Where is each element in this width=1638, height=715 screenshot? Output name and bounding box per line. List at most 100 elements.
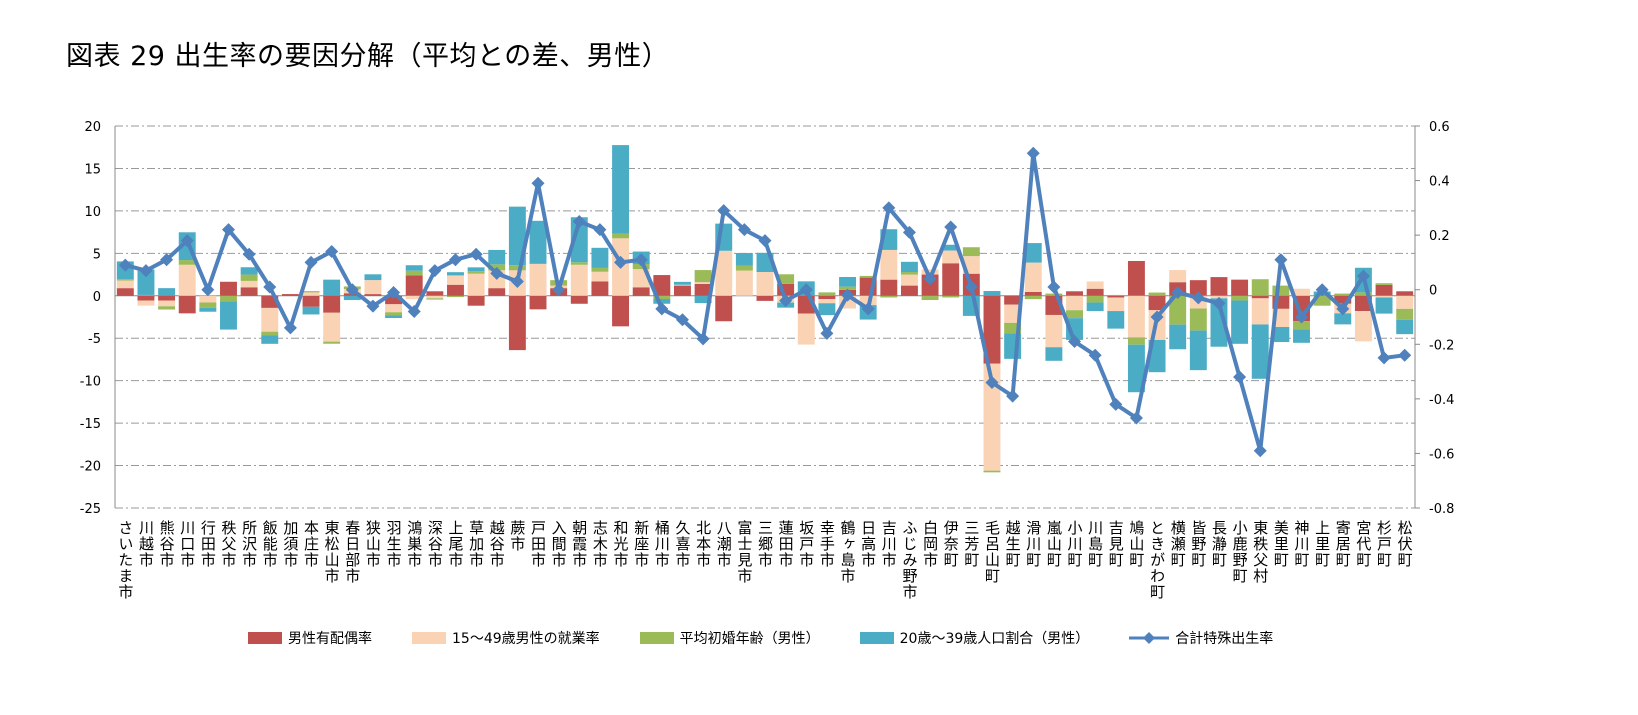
bar-segment xyxy=(1396,295,1414,309)
bar-segment xyxy=(1086,295,1104,303)
x-tick-label: 東秩父村 xyxy=(1251,520,1270,584)
bar-segment xyxy=(1189,308,1207,331)
bar-segment xyxy=(694,282,712,284)
x-tick-label: ときがわ町 xyxy=(1148,520,1167,600)
legend-swatch xyxy=(248,632,282,644)
bar-segment xyxy=(1251,279,1269,296)
fertility-rate-marker xyxy=(1088,348,1102,362)
x-tick-label: 入間市 xyxy=(549,520,568,568)
fertility-rate-marker xyxy=(923,272,937,286)
fertility-rate-marker xyxy=(1191,291,1205,305)
x-tick-label: 嵐山町 xyxy=(1044,520,1063,568)
y-tick-label-left: -20 xyxy=(80,460,101,475)
bar-segment xyxy=(983,295,1001,364)
bar-segment xyxy=(178,264,196,296)
bar-segment xyxy=(385,304,403,313)
bar-segment xyxy=(302,292,320,296)
bar-segment xyxy=(364,280,382,295)
bar-segment xyxy=(1375,284,1393,296)
fertility-rate-marker xyxy=(510,275,524,289)
bar-segment xyxy=(508,295,526,351)
x-tick-label: 小川町 xyxy=(1065,520,1084,568)
x-tick-label: 志木市 xyxy=(590,520,609,568)
fertility-rate-marker xyxy=(614,255,628,269)
bar-segment xyxy=(1086,302,1104,312)
bar-segment xyxy=(1354,311,1372,342)
fertility-rate-marker xyxy=(1377,351,1391,365)
bar-segment xyxy=(1189,330,1207,371)
fertility-rate-marker xyxy=(1398,348,1412,362)
bar-segment xyxy=(591,281,609,296)
bar-segment xyxy=(632,287,650,296)
bar-segment xyxy=(220,301,237,330)
bar-segment xyxy=(199,302,217,308)
x-tick-label: 東松山市 xyxy=(322,520,341,584)
fertility-rate-marker xyxy=(572,215,586,228)
x-tick-label: 朝霞市 xyxy=(570,520,589,568)
fertility-rate-marker xyxy=(634,253,648,267)
x-tick-label: 白岡市 xyxy=(921,520,940,568)
fertility-rate-marker xyxy=(1274,253,1288,267)
bar-segment xyxy=(880,295,898,298)
bar-segment xyxy=(880,249,898,280)
bar-segment xyxy=(385,315,403,319)
fertility-rate-marker xyxy=(304,255,318,269)
x-tick-label: 所沢市 xyxy=(240,520,259,568)
fertility-rate-marker xyxy=(1109,397,1123,411)
bar-segment xyxy=(1334,313,1352,325)
bar-segment xyxy=(1066,291,1083,296)
bar-segment xyxy=(1231,295,1249,301)
bar-segment xyxy=(220,295,237,302)
fertility-rate-marker xyxy=(944,220,958,234)
bar-segment xyxy=(1169,324,1187,350)
bar-segment xyxy=(1107,294,1125,296)
legend-swatch xyxy=(412,632,446,644)
bar-segment xyxy=(158,306,176,310)
bar-segment xyxy=(942,263,960,296)
bar-segment xyxy=(281,294,299,296)
y-tick-label-left: -5 xyxy=(88,332,101,347)
legend-label: 15～49歳男性の就業率 xyxy=(452,631,600,647)
bar-segment xyxy=(1313,295,1331,306)
x-tick-label: 秩父市 xyxy=(219,520,238,568)
bar-segment xyxy=(1293,288,1310,296)
bar-segment xyxy=(426,295,444,299)
x-tick-label: 春日部市 xyxy=(343,520,362,584)
bar-segment xyxy=(467,295,485,306)
bar-segment xyxy=(405,275,423,296)
bar-segment xyxy=(942,250,960,264)
bar-segment xyxy=(488,249,506,265)
bar-segment xyxy=(137,294,155,296)
bar-segment xyxy=(529,263,547,296)
fertility-rate-marker xyxy=(758,234,772,248)
bar-segment xyxy=(921,295,939,301)
bar-segment xyxy=(818,292,836,296)
fertility-rate-marker xyxy=(160,253,174,267)
x-tick-label: 川島町 xyxy=(1086,520,1105,568)
bar-segment xyxy=(364,274,382,281)
bar-segment xyxy=(1354,292,1372,296)
bar-segment xyxy=(1148,292,1166,296)
fertility-rate-marker xyxy=(1068,335,1082,349)
x-tick-label: 草加市 xyxy=(467,520,486,568)
legend-swatch xyxy=(639,632,674,644)
bar-segment xyxy=(261,331,279,336)
x-tick-label: 美里町 xyxy=(1271,520,1290,568)
y-tick-label-left: 5 xyxy=(93,247,101,262)
fertility-rate-marker xyxy=(737,223,751,237)
bar-segment xyxy=(818,295,836,300)
bar-segment xyxy=(818,299,836,304)
x-tick-label: 久喜市 xyxy=(673,520,692,568)
x-tick-label: 伊奈町 xyxy=(941,520,960,568)
x-tick-label: 滑川町 xyxy=(1024,520,1043,568)
bar-segment xyxy=(1148,339,1166,373)
fertility-rate-marker xyxy=(1150,310,1164,324)
bar-segment xyxy=(1024,295,1042,300)
bar-segment xyxy=(1066,310,1083,319)
x-tick-label: 狭山市 xyxy=(363,520,382,568)
bar-segment xyxy=(1375,283,1393,285)
legend-label: 合計特殊出生率 xyxy=(1175,631,1274,647)
bar-segment xyxy=(859,275,877,278)
bar-segment xyxy=(1045,314,1063,348)
